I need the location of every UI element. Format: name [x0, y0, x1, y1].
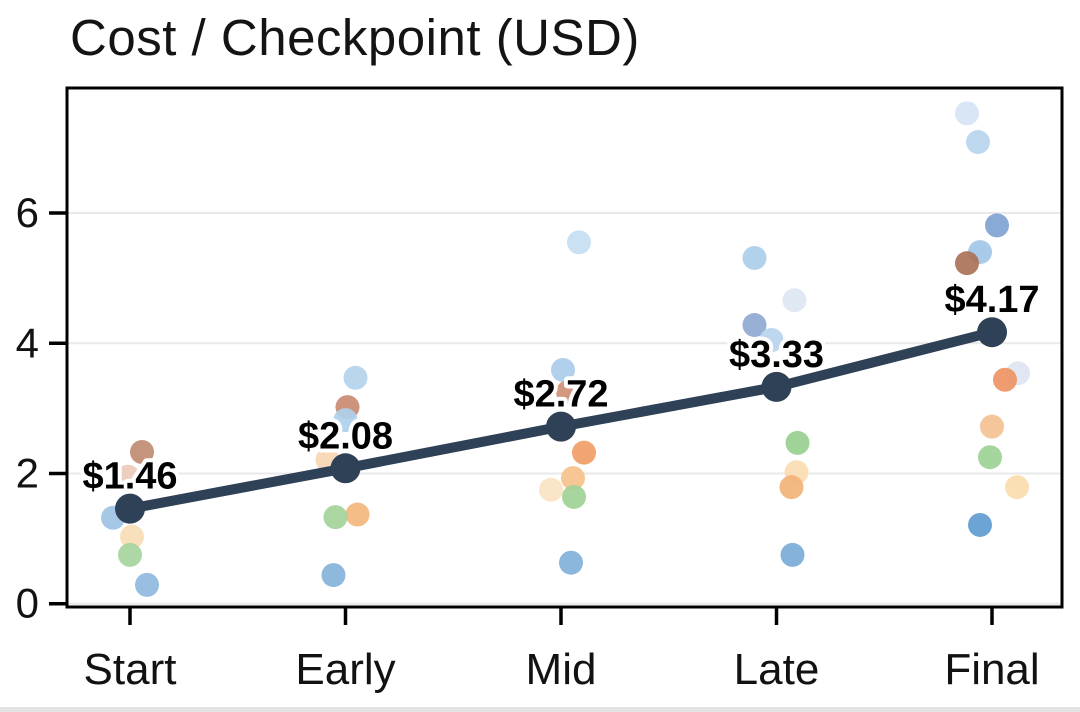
scatter-point — [572, 440, 596, 465]
scatter-point — [118, 542, 142, 567]
scatter-point — [759, 328, 784, 353]
x-tick-label: Final — [944, 645, 1039, 694]
mean-value-label: $4.17 — [944, 279, 1039, 321]
mean-point — [761, 371, 792, 402]
scatter-point — [345, 502, 370, 527]
scatter-point — [135, 572, 159, 597]
mean-value-label: $2.08 — [298, 415, 393, 457]
scatter-point — [785, 430, 810, 455]
scatter-point — [120, 524, 144, 549]
x-tick-label: Start — [84, 645, 177, 694]
mean-value-label: $3.33 — [729, 334, 824, 376]
scatter-point — [742, 313, 767, 338]
scatter-point — [779, 475, 804, 500]
scatter-point — [323, 505, 348, 530]
mean-value-label: $2.72 — [513, 374, 608, 416]
scatter-point — [782, 288, 807, 313]
scatter-point — [980, 414, 1004, 439]
y-tick-label: 6 — [16, 189, 39, 236]
mean-point — [330, 453, 361, 484]
x-tick-label: Mid — [526, 645, 597, 694]
scatter-point — [321, 563, 346, 588]
scatter-point — [955, 101, 979, 126]
scatter-point — [116, 464, 140, 489]
scatter-point — [562, 484, 586, 509]
scatter-point — [993, 367, 1017, 392]
y-tick-label: 0 — [16, 580, 39, 627]
scatter-point — [559, 550, 583, 575]
x-tick-label: Late — [734, 645, 820, 694]
scatter-point — [780, 542, 805, 567]
scatter-point — [1005, 475, 1029, 500]
scatter-point — [955, 251, 979, 276]
scatter-point — [978, 445, 1002, 470]
scatter-point — [539, 477, 563, 502]
mean-point — [977, 317, 1007, 348]
scatter-point — [985, 213, 1009, 238]
scatter-point — [130, 440, 154, 465]
mean-point — [115, 493, 145, 524]
y-tick-label: 2 — [16, 450, 39, 497]
mean-point — [546, 411, 576, 442]
scatter-point — [551, 357, 575, 382]
scatter-point — [968, 512, 992, 537]
mean-value-label: $1.46 — [82, 456, 177, 498]
scatter-point — [567, 230, 591, 255]
scatter-point — [561, 466, 585, 491]
x-tick-label: Early — [295, 645, 395, 694]
scatter-point — [556, 380, 580, 405]
scatter-point — [966, 130, 990, 155]
plot-border — [65, 86, 1064, 609]
y-tick-label: 4 — [16, 319, 39, 366]
scatter-point — [343, 365, 368, 390]
screenshot-bottom-edge — [0, 707, 1080, 712]
scatter-point — [333, 408, 358, 433]
chart-title: Cost / Checkpoint (USD) — [70, 9, 640, 66]
scatter-point — [742, 245, 767, 270]
